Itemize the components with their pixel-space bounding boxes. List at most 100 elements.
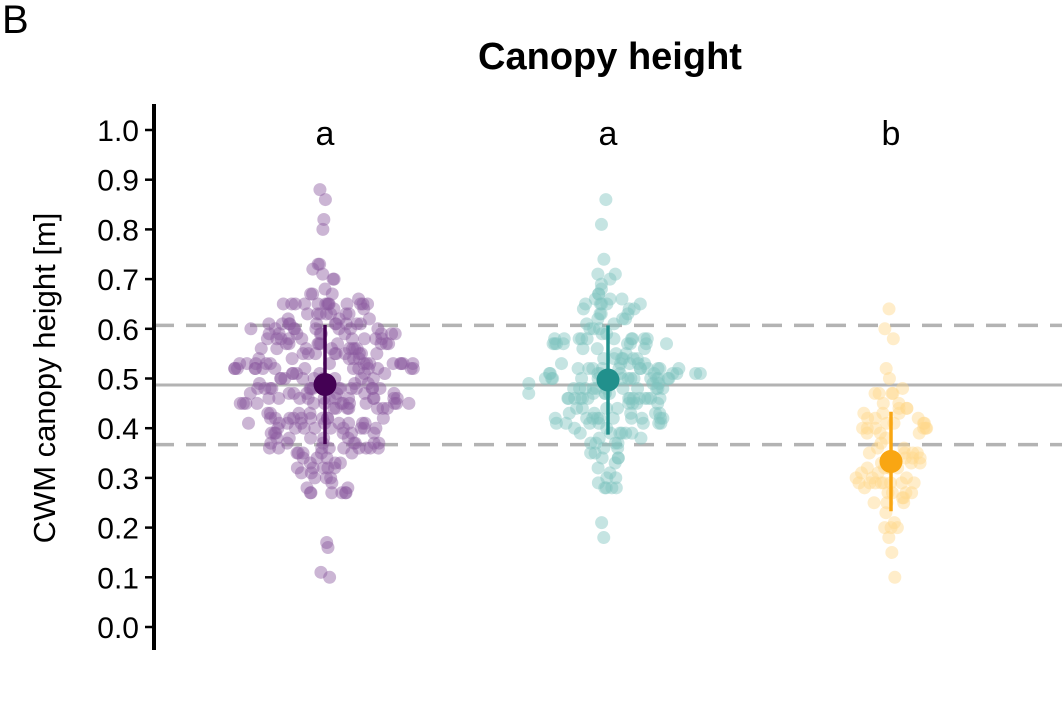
- data-point: [251, 381, 265, 395]
- data-point: [647, 367, 661, 381]
- data-point: [285, 297, 299, 311]
- data-point: [584, 436, 598, 450]
- data-point: [244, 322, 258, 336]
- data-point: [296, 451, 310, 465]
- group-letter: b: [882, 115, 901, 153]
- data-point: [919, 421, 933, 435]
- data-point: [332, 416, 346, 430]
- data-point: [597, 441, 611, 455]
- data-point: [861, 411, 875, 425]
- data-point: [366, 381, 380, 395]
- y-tick-label: 0.8: [97, 214, 139, 247]
- data-point: [264, 436, 278, 450]
- data-point: [341, 481, 355, 495]
- data-point: [567, 381, 581, 395]
- data-point: [623, 337, 637, 351]
- data-point: [359, 396, 373, 410]
- data-point: [376, 401, 390, 415]
- data-point: [609, 471, 623, 485]
- data-point: [906, 446, 920, 460]
- data-point: [892, 396, 906, 410]
- data-point: [294, 466, 308, 480]
- data-point: [316, 222, 330, 236]
- data-point: [328, 461, 342, 475]
- data-point: [597, 531, 611, 545]
- data-point: [654, 416, 668, 430]
- data-point: [282, 431, 296, 445]
- data-point: [325, 287, 339, 301]
- data-point: [895, 491, 909, 505]
- data-point: [899, 471, 913, 485]
- data-point: [580, 332, 594, 346]
- data-point: [275, 317, 289, 331]
- y-tick-label: 0.7: [97, 264, 139, 297]
- data-point: [336, 426, 350, 440]
- data-point: [263, 357, 277, 371]
- data-point: [354, 297, 368, 311]
- data-point: [263, 406, 277, 420]
- data-point: [367, 391, 381, 405]
- data-point: [605, 481, 619, 495]
- data-point: [239, 396, 253, 410]
- data-point: [885, 545, 899, 559]
- data-point: [886, 332, 900, 346]
- data-point: [603, 466, 617, 480]
- data-point: [651, 372, 665, 385]
- data-point: [313, 307, 327, 321]
- data-point: [304, 466, 318, 480]
- data-point: [877, 476, 891, 490]
- data-point: [300, 481, 314, 495]
- data-point: [374, 327, 388, 341]
- data-point: [879, 362, 893, 376]
- data-point: [849, 471, 863, 485]
- y-tick-label: 0.9: [97, 165, 139, 198]
- data-point: [652, 376, 666, 390]
- data-point: [609, 347, 623, 361]
- data-point: [611, 451, 625, 465]
- data-point: [290, 367, 304, 381]
- data-point: [283, 317, 297, 331]
- data-point: [386, 357, 400, 371]
- data-point: [632, 391, 646, 405]
- data-point: [592, 431, 606, 445]
- group-summaries: [313, 324, 903, 512]
- data-point: [623, 357, 637, 371]
- data-point: [656, 381, 670, 395]
- data-point: [575, 332, 589, 346]
- data-point: [860, 461, 874, 475]
- data-point: [296, 372, 310, 385]
- data-point: [600, 471, 614, 485]
- data-point: [561, 391, 575, 405]
- data-point: [626, 332, 640, 346]
- data-point: [358, 386, 372, 400]
- data-point: [549, 337, 563, 351]
- data-point: [369, 332, 383, 346]
- data-point: [599, 481, 613, 495]
- data-point: [347, 436, 361, 450]
- data-point: [254, 342, 268, 356]
- data-point: [308, 347, 322, 361]
- data-point: [522, 386, 536, 400]
- data-point: [591, 312, 605, 326]
- data-point: [325, 486, 339, 500]
- data-point: [338, 327, 352, 341]
- data-point: [576, 342, 590, 356]
- data-point: [366, 391, 380, 405]
- data-point: [356, 416, 370, 430]
- data-point: [917, 421, 931, 435]
- data-point: [595, 516, 609, 530]
- data-point: [871, 441, 885, 455]
- data-point: [327, 272, 341, 286]
- data-point: [346, 362, 360, 376]
- data-point: [318, 193, 332, 207]
- data-point: [306, 287, 320, 301]
- data-point: [899, 486, 913, 500]
- data-point: [874, 476, 888, 490]
- data-point: [296, 446, 310, 460]
- data-point: [653, 362, 667, 376]
- data-point: [333, 456, 347, 470]
- data-point: [892, 406, 906, 420]
- data-point: [320, 451, 334, 465]
- data-point: [594, 307, 608, 321]
- data-point: [316, 461, 330, 475]
